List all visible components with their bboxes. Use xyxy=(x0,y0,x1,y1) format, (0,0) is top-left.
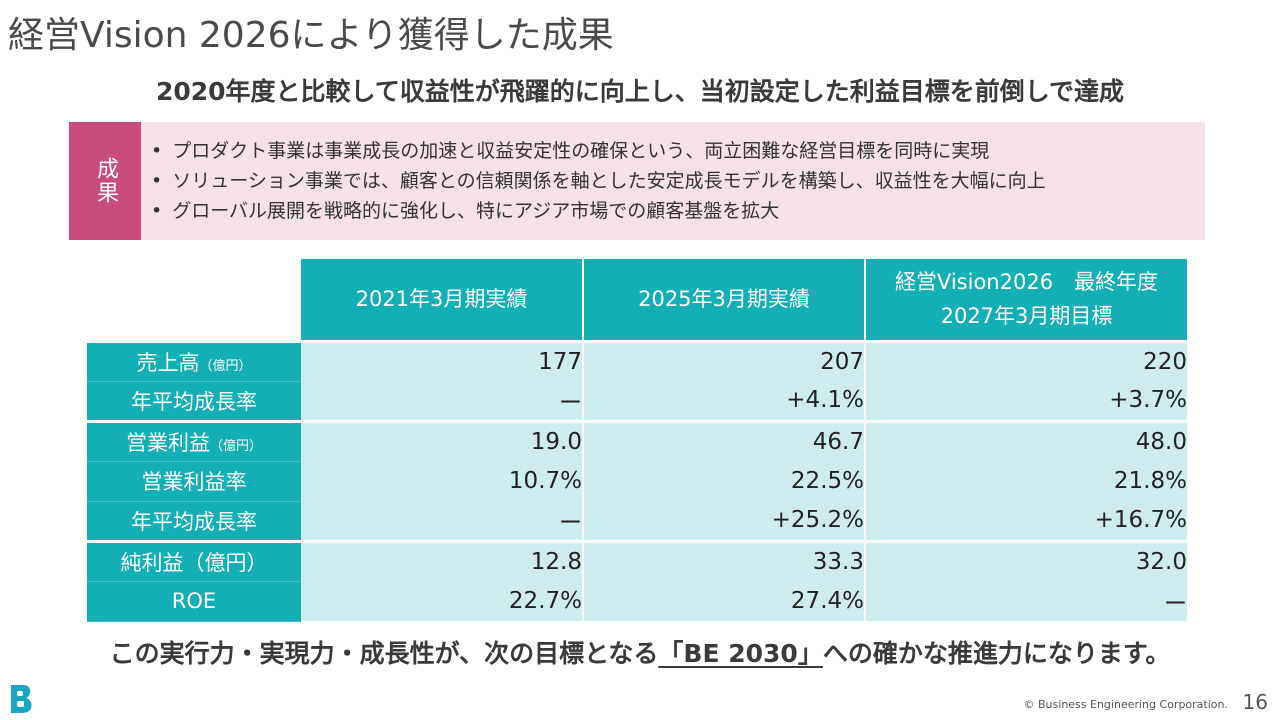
cell-fy2021: 12.8 xyxy=(301,539,584,581)
row-label-text: 営業利益 xyxy=(125,430,210,455)
table-header-row: 2021年3月期実績 2025年3月期実績 経営Vision2026 最終年度 … xyxy=(87,259,1187,341)
table-row: 売上高（億円） 177 207 220 xyxy=(87,339,1187,382)
bullet-text: ソリューション事業では、顧客との信頼関係を軸とした安定成長モデルを構築し、収益性… xyxy=(172,170,1046,192)
page-title: 経営Vision 2026により獲得した成果 xyxy=(8,15,614,56)
results-box: 成果 • プロダクト事業は事業成長の加速と収益安定性の確保という、両立困難な経営目… xyxy=(69,122,1205,240)
cell-fy2027: 48.0 xyxy=(865,419,1187,461)
table-corner-cell xyxy=(87,259,301,341)
cell-fy2027: 32.0 xyxy=(865,539,1187,581)
closing-message-highlight: 「BE 2030」 xyxy=(658,639,823,668)
results-label-text: 成果 xyxy=(93,157,118,205)
header-fy2027-line1: 経営Vision2026 最終年度 xyxy=(894,270,1159,295)
cell-fy2025: 22.5% xyxy=(583,461,866,501)
row-label-text: 営業利益率 xyxy=(141,470,247,494)
row-label: 売上高（億円） xyxy=(87,339,301,382)
cell-fy2025: 33.3 xyxy=(583,539,866,581)
copyright-text: © Business Engineering Corporation. xyxy=(1023,698,1228,711)
bullet-text: プロダクト事業は事業成長の加速と収益安定性の確保という、両立困難な経営目標を同時… xyxy=(172,140,990,162)
table-row: 営業利益（億円） 19.0 46.7 48.0 xyxy=(87,419,1187,462)
results-label: 成果 xyxy=(69,122,141,240)
row-label-text: 年平均成長率 xyxy=(131,389,257,414)
results-table: 2021年3月期実績 2025年3月期実績 経営Vision2026 最終年度 … xyxy=(87,259,1187,622)
row-label-unit: （億円） xyxy=(199,358,252,374)
row-label-text: 売上高 xyxy=(136,350,200,375)
cell-fy2025: 46.7 xyxy=(583,419,866,461)
bullet-item: • ソリューション事業では、顧客との信頼関係を軸とした安定成長モデルを構築し、収益… xyxy=(151,166,1046,196)
row-label: 営業利益率 xyxy=(87,461,301,502)
bullet-icon: • xyxy=(151,200,163,222)
bullet-text: グローバル展開を戦略的に強化し、特にアジア市場での顧客基盤を拡大 xyxy=(172,200,780,222)
header-fy2021: 2021年3月期実績 xyxy=(301,259,584,341)
header-fy2025: 2025年3月期実績 xyxy=(583,259,866,341)
page-number: 16 xyxy=(1242,690,1268,714)
bullet-icon: • xyxy=(151,140,163,162)
closing-message-after: への確かな推進力になります。 xyxy=(822,639,1171,668)
cell-fy2021: 10.7% xyxy=(301,461,584,501)
cell-fy2027: +16.7% xyxy=(865,501,1187,541)
cell-fy2027: 21.8% xyxy=(865,461,1187,501)
table-row: ROE 22.7% 27.4% ー xyxy=(87,581,1187,622)
table-row: 年平均成長率 ー +25.2% +16.7% xyxy=(87,501,1187,542)
cell-fy2025: +25.2% xyxy=(583,501,866,541)
table-row: 純利益（億円） 12.8 33.3 32.0 xyxy=(87,539,1187,582)
bullet-icon: • xyxy=(151,170,163,192)
row-label-text: 年平均成長率 xyxy=(131,509,257,534)
closing-message-before: この実行力・実現力・成長性が、次の目標となる xyxy=(109,639,659,668)
row-label: 純利益（億円） xyxy=(87,539,301,582)
cell-fy2027: 220 xyxy=(865,339,1187,381)
cell-fy2021: ー xyxy=(301,501,584,541)
table-row: 年平均成長率 ー +4.1% +3.7% xyxy=(87,381,1187,422)
row-label-unit: （億円） xyxy=(209,438,262,454)
cell-fy2021: 177 xyxy=(301,339,584,381)
bullet-item: • グローバル展開を戦略的に強化し、特にアジア市場での顧客基盤を拡大 xyxy=(151,196,1046,226)
results-bullet-list: • プロダクト事業は事業成長の加速と収益安定性の確保という、両立困難な経営目標を同… xyxy=(151,136,1046,226)
row-label: 年平均成長率 xyxy=(87,501,301,542)
cell-fy2027: +3.7% xyxy=(865,381,1187,421)
header-fy2027-target: 経営Vision2026 最終年度 2027年3月期目標 xyxy=(865,259,1187,341)
row-label: ROE xyxy=(87,581,301,622)
cell-fy2021: 22.7% xyxy=(301,581,584,621)
row-label-text: 純利益（億円） xyxy=(120,550,268,575)
bullet-item: • プロダクト事業は事業成長の加速と収益安定性の確保という、両立困難な経営目標を同… xyxy=(151,136,1046,166)
cell-fy2021: ー xyxy=(301,381,584,421)
row-label: 年平均成長率 xyxy=(87,381,301,422)
cell-fy2025: 207 xyxy=(583,339,866,381)
table-row: 営業利益率 10.7% 22.5% 21.8% xyxy=(87,461,1187,502)
closing-message: この実行力・実現力・成長性が、次の目標となる「BE 2030」への確かな推進力に… xyxy=(0,634,1280,670)
cell-fy2025: +4.1% xyxy=(583,381,866,421)
cell-fy2025: 27.4% xyxy=(583,581,866,621)
row-label-text: ROE xyxy=(171,589,217,613)
page-subtitle: 2020年度と比較して収益性が飛躍的に向上し、当初設定した利益目標を前倒しで達成 xyxy=(155,77,1125,106)
b-logo-icon xyxy=(11,685,32,713)
cell-fy2021: 19.0 xyxy=(301,419,584,461)
cell-fy2027: ー xyxy=(865,581,1187,621)
row-label: 営業利益（億円） xyxy=(87,419,301,462)
header-fy2027-line2: 2027年3月期目標 xyxy=(940,304,1113,329)
